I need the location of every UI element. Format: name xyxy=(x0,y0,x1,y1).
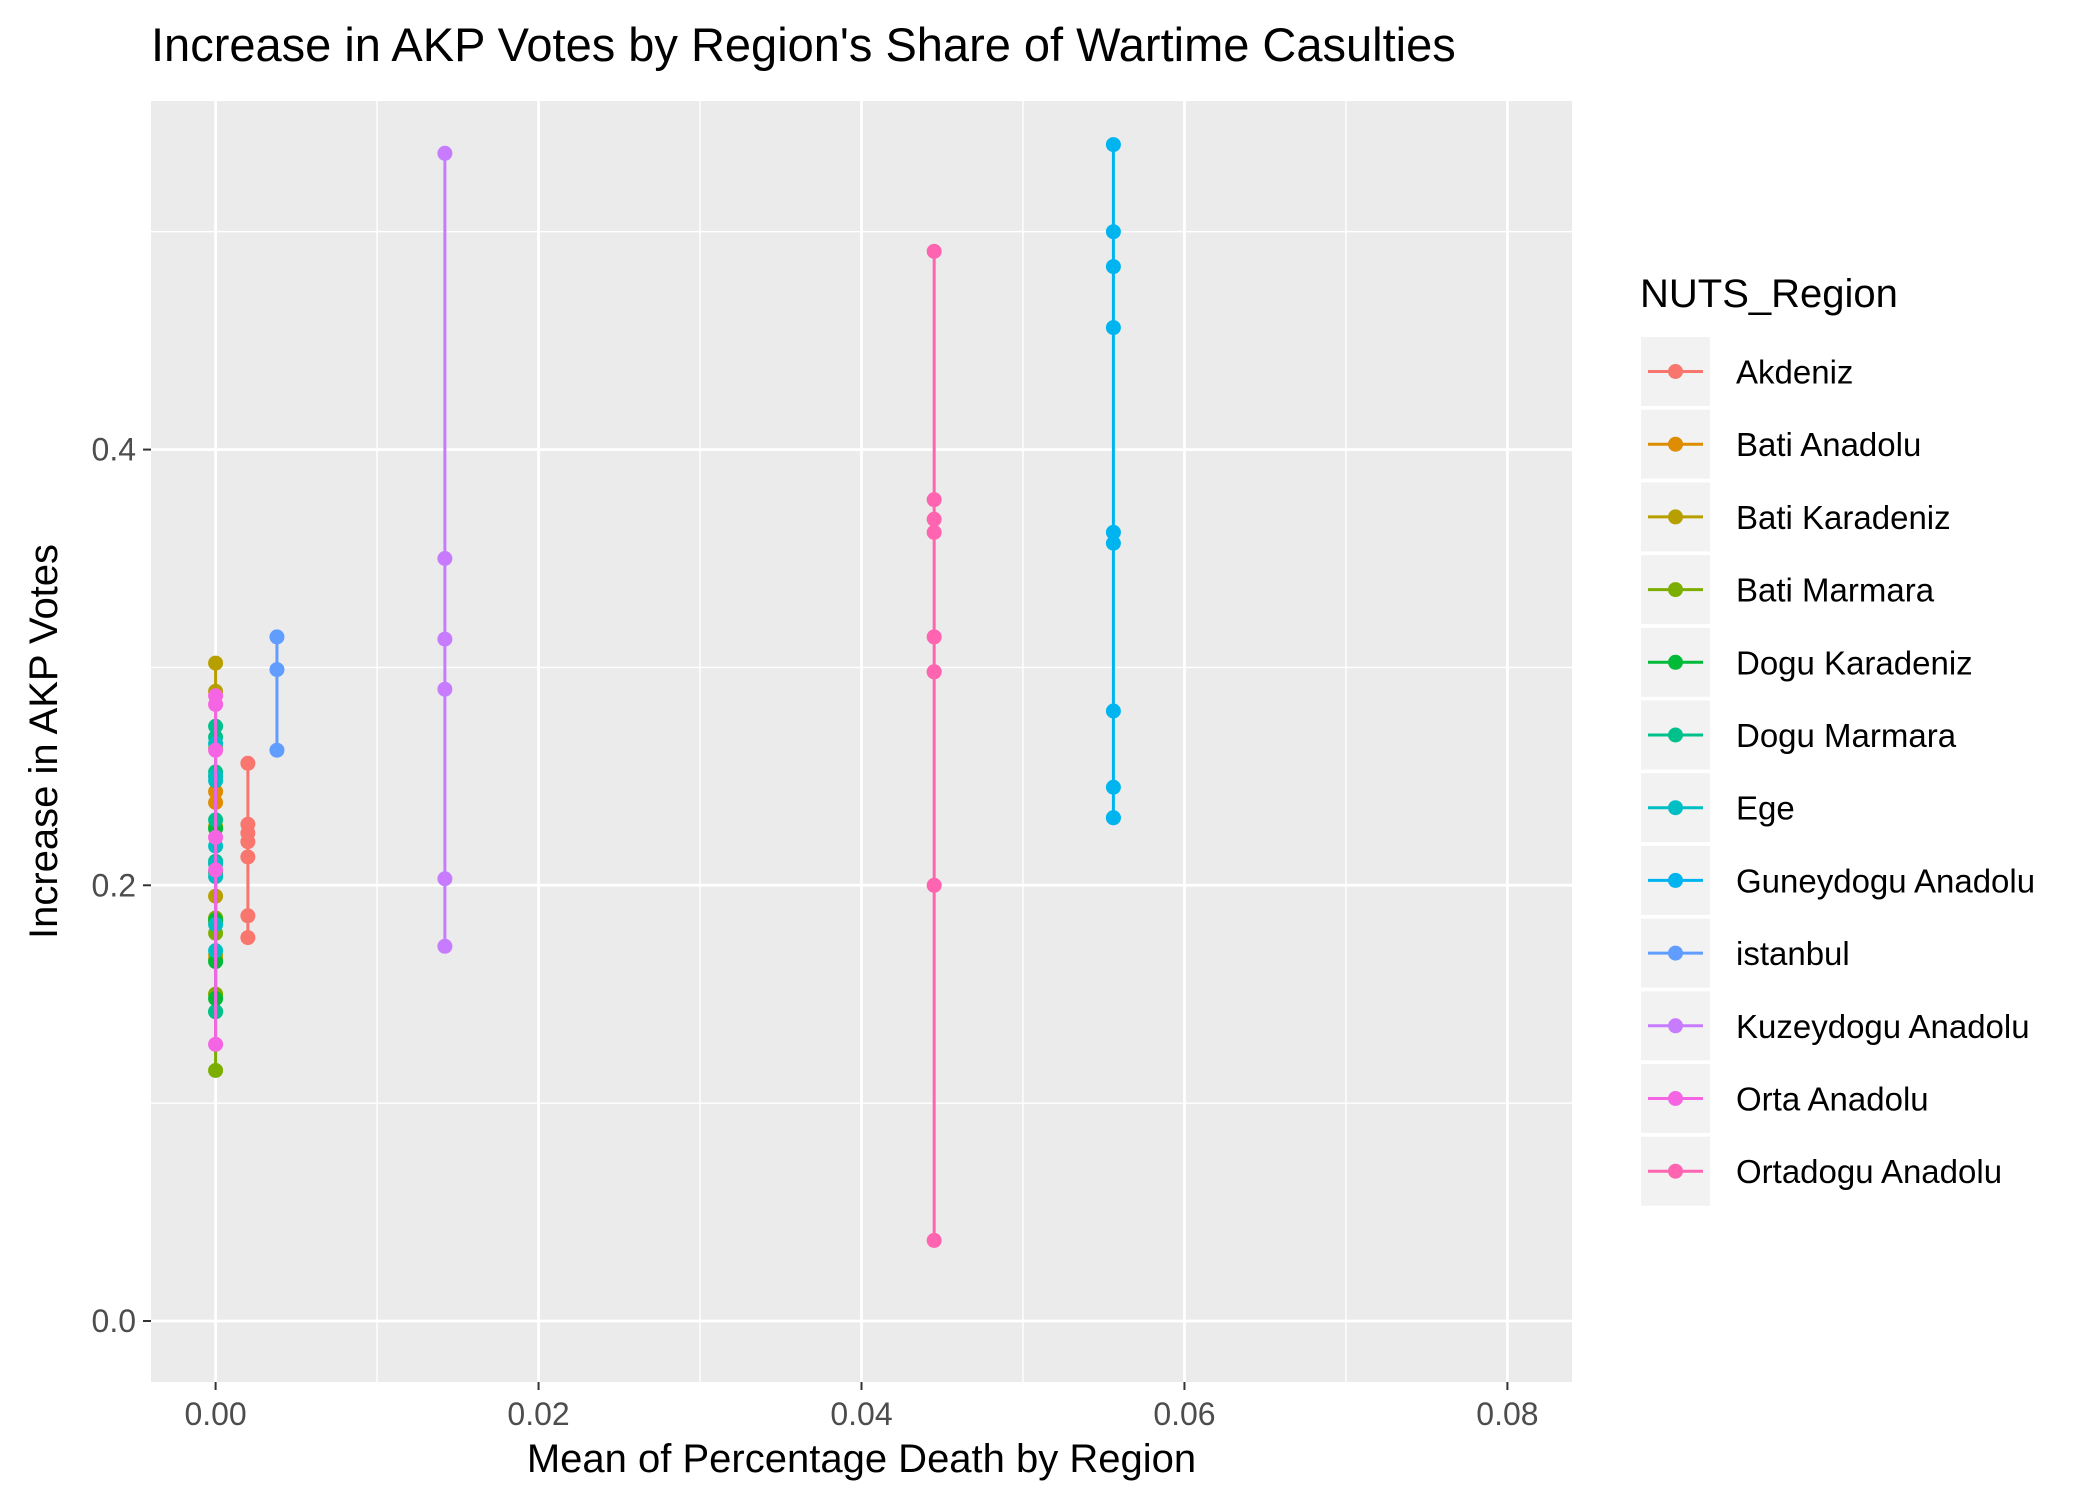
data-point xyxy=(1105,703,1121,719)
data-point xyxy=(437,145,453,161)
x-tick-label: 0.00 xyxy=(184,1396,246,1432)
data-point xyxy=(437,938,453,954)
legend-key-point xyxy=(1668,1163,1683,1179)
series-orta-anadolu xyxy=(208,688,224,1052)
data-point xyxy=(437,681,453,697)
data-point xyxy=(240,849,256,865)
major-gridlines xyxy=(151,101,1572,1382)
data-point xyxy=(208,862,224,878)
y-axis-title: Increase in AKP Votes xyxy=(22,544,66,939)
x-axis-title: Mean of Percentage Death by Region xyxy=(527,1437,1196,1481)
series-ortadogu-anadolu xyxy=(926,243,942,1248)
data-point xyxy=(926,629,942,645)
legend-item: Dogu Karadeniz xyxy=(1641,627,1973,697)
x-axis: 0.00 0.02 0.04 0.06 0.08 xyxy=(184,1382,1539,1432)
y-axis: 0.0 0.2 0.4 xyxy=(92,432,151,1339)
legend-title: NUTS_Region xyxy=(1640,272,1898,316)
legend-item: Bati Karadeniz xyxy=(1641,482,1951,552)
legend-label: Bati Karadeniz xyxy=(1736,499,1951,536)
series-akdeniz xyxy=(240,755,256,946)
data-point xyxy=(269,629,285,645)
data-point xyxy=(926,492,942,508)
data-point xyxy=(926,1232,942,1248)
series-guneydogu-anadolu xyxy=(1105,137,1121,826)
data-point xyxy=(926,664,942,680)
data-point xyxy=(240,834,256,850)
legend-item: Orta Anadolu xyxy=(1641,1064,1929,1133)
legend-label: Bati Anadolu xyxy=(1736,426,1921,463)
data-point xyxy=(437,631,453,647)
data-point xyxy=(208,742,224,758)
legend-label: Orta Anadolu xyxy=(1736,1081,1929,1118)
data-point xyxy=(926,243,942,259)
data-point xyxy=(1105,320,1121,336)
legend-key-point xyxy=(1668,945,1683,961)
legend-item: Bati Marmara xyxy=(1641,555,1935,625)
data-point xyxy=(269,742,285,758)
data-point xyxy=(208,655,224,671)
data-point xyxy=(926,524,942,540)
x-tick-label: 0.02 xyxy=(507,1396,569,1432)
data-point xyxy=(240,930,256,946)
chart-title: Increase in AKP Votes by Region's Share … xyxy=(151,18,1456,71)
legend-items: Akdeniz Bati Anadolu Bati Karadeniz Bati Ma… xyxy=(1641,337,2035,1206)
data-point xyxy=(208,696,224,712)
legend-key-point xyxy=(1668,436,1683,452)
data-point xyxy=(208,1036,224,1052)
legend-key-point xyxy=(1668,1018,1683,1034)
legend-key-point xyxy=(1668,727,1683,743)
data-point xyxy=(269,662,285,678)
legend-key-point xyxy=(1668,1091,1683,1106)
legend-key-point xyxy=(1668,364,1683,379)
legend-label: Dogu Karadeniz xyxy=(1736,644,1973,681)
legend-item: Bati Anadolu xyxy=(1641,409,1921,479)
data-point xyxy=(1105,535,1121,551)
legend-label: Akdeniz xyxy=(1736,354,1853,391)
series-layer xyxy=(208,137,1121,1248)
legend-key-point xyxy=(1668,654,1683,670)
x-tick-label: 0.04 xyxy=(830,1396,892,1432)
legend-key-point xyxy=(1668,872,1683,888)
data-point xyxy=(926,511,942,527)
legend-label: Kuzeydogu Anadolu xyxy=(1736,1008,2030,1045)
legend-item: Ege xyxy=(1641,773,1795,843)
series-kuzeydogu-anadolu xyxy=(437,145,453,954)
data-point xyxy=(437,871,453,887)
data-point xyxy=(208,829,224,845)
x-tick-label: 0.06 xyxy=(1153,1396,1215,1432)
x-tick-label: 0.08 xyxy=(1476,1396,1538,1432)
legend-item: Kuzeydogu Anadolu xyxy=(1641,991,2030,1061)
legend-label: Guneydogu Anadolu xyxy=(1736,862,2035,899)
data-point xyxy=(1105,224,1121,240)
legend-item: Dogu Marmara xyxy=(1641,700,1957,770)
series-istanbul xyxy=(269,629,285,758)
data-point xyxy=(1105,779,1121,795)
data-point xyxy=(1105,524,1121,540)
data-point xyxy=(240,755,256,771)
y-tick-label: 0.0 xyxy=(92,1303,136,1339)
data-point xyxy=(240,908,256,924)
legend-label: istanbul xyxy=(1736,935,1850,972)
data-point xyxy=(208,1062,224,1078)
y-tick-label: 0.2 xyxy=(92,867,136,903)
data-point xyxy=(926,877,942,893)
data-point xyxy=(1105,810,1121,826)
legend-item: Guneydogu Anadolu xyxy=(1641,845,2035,915)
legend: NUTS_Region Akdeniz Bati Anadolu Bati Kara… xyxy=(1640,272,2035,1206)
legend-label: Ege xyxy=(1736,790,1795,827)
legend-key-point xyxy=(1668,509,1683,525)
data-point xyxy=(437,551,453,566)
legend-label: Ortadogu Anadolu xyxy=(1736,1153,2002,1190)
legend-item: Ortadogu Anadolu xyxy=(1641,1136,2002,1206)
legend-label: Bati Marmara xyxy=(1736,572,1935,609)
legend-label: Dogu Marmara xyxy=(1736,717,1957,754)
data-point xyxy=(1105,259,1121,275)
data-point xyxy=(1105,137,1121,153)
y-tick-label: 0.4 xyxy=(92,432,136,468)
legend-key-point xyxy=(1668,800,1683,816)
legend-item: Akdeniz xyxy=(1641,337,1853,406)
legend-item: istanbul xyxy=(1641,918,1850,988)
legend-key-point xyxy=(1668,582,1683,598)
